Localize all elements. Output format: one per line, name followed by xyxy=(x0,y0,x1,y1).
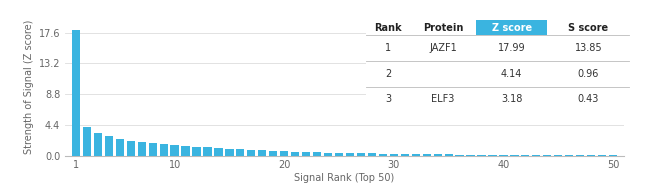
Bar xyxy=(368,153,376,156)
Bar xyxy=(170,145,179,156)
Bar xyxy=(357,153,365,156)
X-axis label: Signal Rank (Top 50): Signal Rank (Top 50) xyxy=(294,173,395,183)
Bar xyxy=(83,127,91,156)
Bar xyxy=(247,150,255,156)
Text: ELF3: ELF3 xyxy=(432,94,455,104)
Bar xyxy=(335,153,343,156)
Text: Protein: Protein xyxy=(423,23,463,33)
Bar xyxy=(116,139,124,156)
Text: 1: 1 xyxy=(385,43,391,53)
Bar xyxy=(422,154,431,156)
Bar xyxy=(543,155,551,156)
Bar xyxy=(456,155,463,156)
Text: Rank: Rank xyxy=(374,23,402,33)
Bar xyxy=(400,154,409,156)
Text: 13.85: 13.85 xyxy=(575,43,602,53)
Bar xyxy=(149,143,157,156)
Bar xyxy=(476,20,547,36)
Bar xyxy=(499,155,508,156)
Bar xyxy=(609,155,617,156)
Bar xyxy=(105,136,113,156)
Bar xyxy=(138,142,146,156)
Bar xyxy=(445,155,453,156)
Bar xyxy=(258,150,266,156)
Bar xyxy=(434,154,442,156)
Text: 3.18: 3.18 xyxy=(501,94,523,104)
Bar xyxy=(346,153,354,156)
Text: 3: 3 xyxy=(385,94,391,104)
Bar xyxy=(390,154,398,156)
Bar xyxy=(313,152,321,156)
Text: 17.99: 17.99 xyxy=(498,43,525,53)
Text: Z score: Z score xyxy=(491,23,532,33)
Bar xyxy=(532,155,540,156)
Bar xyxy=(280,151,289,156)
Bar xyxy=(565,155,573,156)
Bar xyxy=(127,141,135,156)
Bar xyxy=(521,155,530,156)
Bar xyxy=(214,148,222,156)
Bar xyxy=(236,149,244,156)
Bar xyxy=(554,155,562,156)
Bar xyxy=(72,30,80,156)
Text: 0.43: 0.43 xyxy=(578,94,599,104)
Bar xyxy=(598,155,606,156)
Y-axis label: Strength of Signal (Z score): Strength of Signal (Z score) xyxy=(25,19,34,154)
Bar xyxy=(181,146,190,156)
Bar xyxy=(587,155,595,156)
Bar xyxy=(467,155,474,156)
Text: 0.96: 0.96 xyxy=(578,69,599,79)
Bar xyxy=(324,152,332,156)
Bar xyxy=(159,144,168,156)
Text: 2: 2 xyxy=(385,69,391,79)
Bar xyxy=(488,155,497,156)
Bar xyxy=(367,20,629,110)
Bar xyxy=(477,155,486,156)
Bar xyxy=(269,151,278,156)
Bar xyxy=(576,155,584,156)
Bar xyxy=(302,152,310,156)
Bar xyxy=(291,152,299,156)
Bar xyxy=(192,147,201,156)
Text: 4.14: 4.14 xyxy=(501,69,523,79)
Bar xyxy=(379,154,387,156)
Bar xyxy=(94,133,102,156)
Text: S score: S score xyxy=(568,23,608,33)
Text: JAZF1: JAZF1 xyxy=(429,43,457,53)
Bar xyxy=(203,147,212,156)
Bar xyxy=(411,154,420,156)
Bar xyxy=(226,149,233,156)
Bar xyxy=(510,155,519,156)
